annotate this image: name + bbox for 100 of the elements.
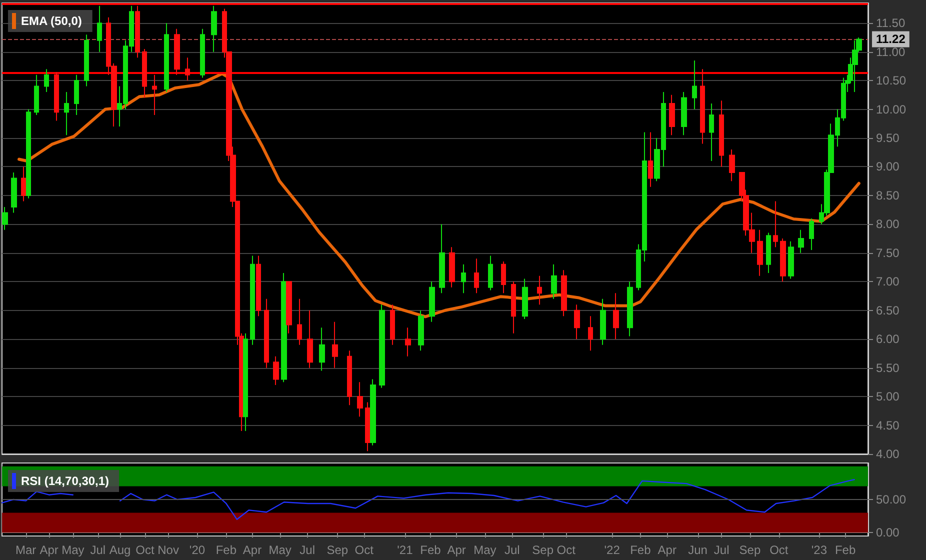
y-tick-label: 4.00 xyxy=(876,447,900,461)
candlestick xyxy=(788,240,794,280)
y-tick-label: 4.50 xyxy=(876,418,900,432)
y-tick-label: 11.50 xyxy=(876,16,906,30)
x-tick-label: Oct xyxy=(770,543,789,557)
x-tick-label: Oct xyxy=(136,543,156,557)
candlestick xyxy=(757,229,763,276)
candlestick xyxy=(84,34,89,87)
candlestick xyxy=(264,298,269,368)
candlestick xyxy=(135,5,140,58)
candlestick xyxy=(74,74,79,116)
y-tick-label: 50.00 xyxy=(876,492,906,506)
candlestick xyxy=(54,71,59,122)
x-tick-label: Jun xyxy=(688,543,708,557)
candlestick xyxy=(522,278,528,320)
y-tick-label: 8.00 xyxy=(876,217,900,232)
x-tick-label: May xyxy=(268,543,292,557)
x-tick-label: '23 xyxy=(811,543,828,557)
candlestick xyxy=(200,28,205,78)
candlestick xyxy=(474,258,479,294)
candlestick xyxy=(281,272,287,383)
x-tick-label: Sep xyxy=(326,543,348,557)
candlestick xyxy=(429,281,435,322)
candlestick xyxy=(211,5,217,52)
x-tick-label: Feb xyxy=(834,543,856,557)
x-tick-label: Feb xyxy=(630,543,652,557)
x-tick-label: Feb xyxy=(420,543,442,557)
x-tick-label: Jul xyxy=(90,543,106,557)
candlestick xyxy=(449,246,455,288)
y-tick-label: 8.50 xyxy=(876,188,900,202)
candlestick xyxy=(152,74,157,116)
candlestick xyxy=(273,356,279,386)
candlestick xyxy=(21,166,26,202)
candlestick xyxy=(2,206,8,230)
candlestick xyxy=(332,321,338,368)
candlestick xyxy=(709,103,714,162)
y-tick-label: 11.00 xyxy=(876,44,906,59)
x-tick-label: '21 xyxy=(397,543,414,557)
candlestick xyxy=(461,264,466,294)
x-tick-label: Jul xyxy=(714,543,730,557)
y-tick-label: 10.50 xyxy=(876,74,906,88)
candlestick xyxy=(256,255,261,317)
y-tick-label: 10.00 xyxy=(876,102,906,116)
candlestick xyxy=(250,255,255,346)
y-tick-label: 0.00 xyxy=(876,526,900,540)
x-tick-label: May xyxy=(474,543,496,557)
candlestick xyxy=(97,5,102,52)
candlestick xyxy=(561,270,567,317)
y-tick-label: 9.50 xyxy=(876,131,900,146)
x-tick-label: '22 xyxy=(604,543,620,557)
candlestick xyxy=(588,316,593,352)
candlestick xyxy=(551,264,557,300)
y-tick-label: 5.50 xyxy=(876,360,900,375)
y-tick-label: 6.00 xyxy=(876,332,900,346)
candlestick xyxy=(700,68,705,144)
y-tick-label: 5.00 xyxy=(876,390,900,404)
candlestick xyxy=(418,310,424,352)
x-tick-label: Apr xyxy=(40,543,58,557)
candlestick xyxy=(613,292,619,340)
candlestick xyxy=(681,92,687,136)
candlestick xyxy=(174,28,180,76)
candlestick xyxy=(501,261,506,294)
candlestick xyxy=(627,281,633,337)
y-tick-label: 7.00 xyxy=(876,274,900,289)
candlestick xyxy=(370,378,376,446)
candlestick xyxy=(379,304,385,388)
x-tick-label: Apr xyxy=(447,543,466,557)
candlestick xyxy=(34,74,39,116)
candlestick xyxy=(64,92,69,136)
x-tick-label: '20 xyxy=(189,543,206,557)
line-series xyxy=(18,72,860,318)
candlestick xyxy=(692,60,697,110)
candlestick xyxy=(164,22,169,93)
x-tick-label: Apr xyxy=(658,543,676,557)
legend-label: RSI (14,70,30,1) xyxy=(21,474,110,488)
candlestick xyxy=(511,281,516,334)
x-tick-label: Nov xyxy=(158,543,179,557)
candlestick xyxy=(390,304,395,346)
candlestick xyxy=(780,238,786,282)
candlestick xyxy=(537,275,542,306)
candlestick xyxy=(307,310,313,368)
candlestick xyxy=(809,218,814,251)
candlestick xyxy=(26,108,31,199)
candlestick xyxy=(319,327,325,372)
candlestick xyxy=(405,327,411,357)
x-tick-label: Apr xyxy=(242,543,262,557)
candlestick xyxy=(243,332,248,432)
x-tick-label: Oct xyxy=(556,543,576,557)
x-tick-label: Jul xyxy=(300,543,315,557)
candlestick xyxy=(488,255,493,291)
candlestick xyxy=(11,172,17,214)
x-tick-label: May xyxy=(62,543,84,557)
x-tick-label: Oct xyxy=(354,543,374,557)
candlestick xyxy=(600,298,606,346)
candlestick xyxy=(357,382,363,418)
x-tick-label: Sep xyxy=(532,543,554,557)
x-tick-label: Jul xyxy=(504,543,520,557)
candlestick xyxy=(729,149,735,182)
candlestick xyxy=(766,232,771,274)
candlestick xyxy=(297,298,302,346)
